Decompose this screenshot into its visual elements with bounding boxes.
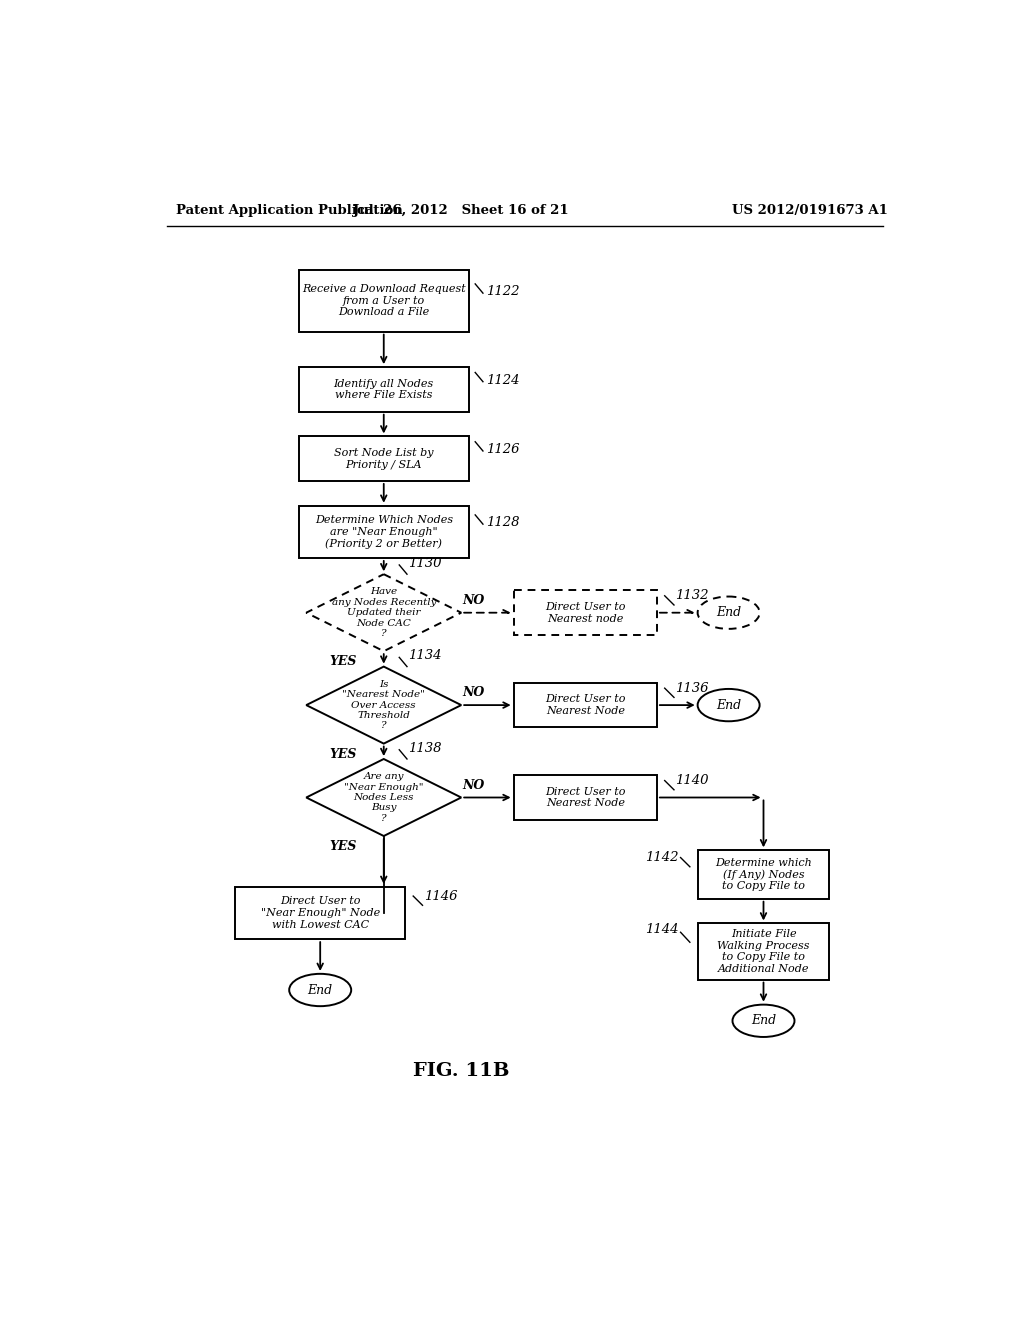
Text: Sort Node List by
Priority / SLA: Sort Node List by Priority / SLA [334, 447, 433, 470]
FancyBboxPatch shape [299, 506, 469, 558]
Text: 1142: 1142 [645, 851, 679, 865]
Text: 1132: 1132 [676, 589, 709, 602]
Text: End: End [751, 1014, 776, 1027]
FancyBboxPatch shape [299, 437, 469, 480]
Text: Have
any Nodes Recently
Updated their
Node CAC
?: Have any Nodes Recently Updated their No… [332, 587, 436, 638]
Text: End: End [716, 606, 741, 619]
Text: NO: NO [462, 779, 484, 792]
Text: US 2012/0191673 A1: US 2012/0191673 A1 [732, 205, 889, 218]
Text: Initiate File
Walking Process
to Copy File to
Additional Node: Initiate File Walking Process to Copy Fi… [717, 929, 810, 974]
Text: 1146: 1146 [424, 890, 458, 903]
Text: Receive a Download Request
from a User to
Download a File: Receive a Download Request from a User t… [302, 284, 466, 317]
FancyBboxPatch shape [514, 682, 657, 727]
Text: 1140: 1140 [676, 774, 709, 787]
Text: YES: YES [330, 748, 357, 760]
Text: 1128: 1128 [486, 516, 519, 529]
Text: 1124: 1124 [486, 374, 519, 387]
Text: 1136: 1136 [676, 681, 709, 694]
Text: Is
"Nearest Node"
Over Access
Threshold
?: Is "Nearest Node" Over Access Threshold … [342, 680, 425, 730]
Text: Direct User to
"Near Enough" Node
with Lowest CAC: Direct User to "Near Enough" Node with L… [260, 896, 380, 929]
Text: Jul. 26, 2012   Sheet 16 of 21: Jul. 26, 2012 Sheet 16 of 21 [353, 205, 569, 218]
Ellipse shape [289, 974, 351, 1006]
Text: YES: YES [330, 656, 357, 668]
Text: YES: YES [330, 841, 357, 853]
FancyBboxPatch shape [299, 367, 469, 412]
Ellipse shape [732, 1005, 795, 1038]
Text: NO: NO [462, 594, 484, 607]
Text: 1138: 1138 [409, 742, 442, 755]
FancyBboxPatch shape [299, 271, 469, 331]
Text: End: End [716, 698, 741, 711]
Ellipse shape [697, 597, 760, 628]
Text: FIG. 11B: FIG. 11B [413, 1061, 510, 1080]
Polygon shape [306, 667, 461, 743]
Text: 1144: 1144 [645, 924, 679, 936]
Text: Direct User to
Nearest Node: Direct User to Nearest Node [545, 694, 626, 715]
Text: Identify all Nodes
where File Exists: Identify all Nodes where File Exists [334, 379, 434, 400]
Text: Determine Which Nodes
are "Near Enough"
(Priority 2 or Better): Determine Which Nodes are "Near Enough" … [314, 515, 453, 549]
FancyBboxPatch shape [514, 775, 657, 820]
Text: 1134: 1134 [409, 649, 442, 663]
Text: Determine which
(If Any) Nodes
to Copy File to: Determine which (If Any) Nodes to Copy F… [715, 858, 812, 891]
Text: NO: NO [462, 686, 484, 700]
Text: End: End [307, 983, 333, 997]
Text: Are any
"Near Enough"
Nodes Less
Busy
?: Are any "Near Enough" Nodes Less Busy ? [344, 772, 424, 822]
Polygon shape [306, 574, 461, 651]
FancyBboxPatch shape [514, 590, 657, 635]
Ellipse shape [697, 689, 760, 721]
Text: 1126: 1126 [486, 444, 519, 455]
Polygon shape [306, 759, 461, 836]
FancyBboxPatch shape [697, 924, 829, 979]
FancyBboxPatch shape [697, 850, 829, 899]
Text: Patent Application Publication: Patent Application Publication [176, 205, 402, 218]
Text: 1130: 1130 [409, 557, 442, 570]
Text: 1122: 1122 [486, 285, 519, 298]
Text: Direct User to
Nearest Node: Direct User to Nearest Node [545, 787, 626, 808]
FancyBboxPatch shape [234, 887, 406, 940]
Text: Direct User to
Nearest node: Direct User to Nearest node [545, 602, 626, 623]
